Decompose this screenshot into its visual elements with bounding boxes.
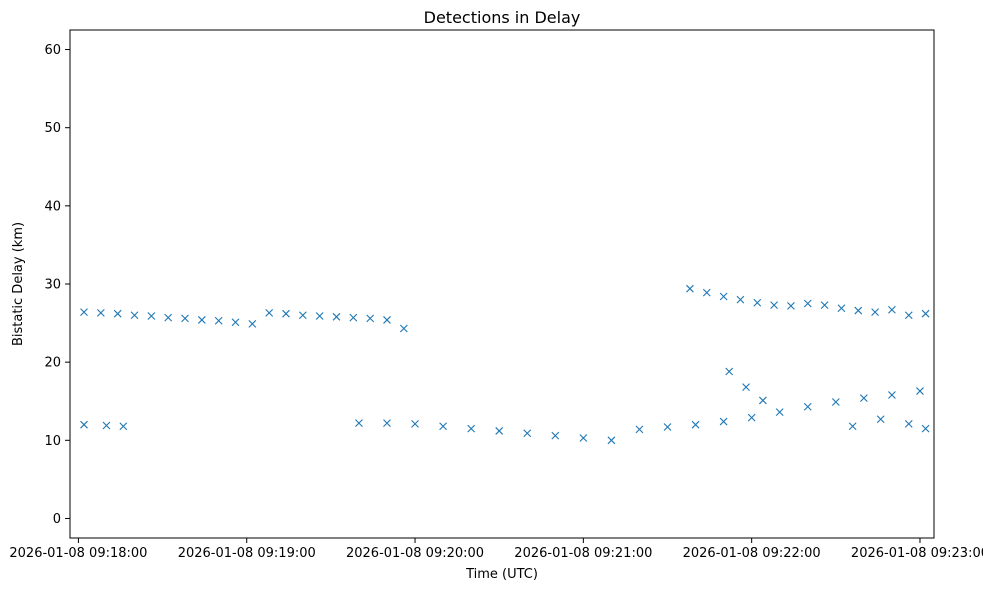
y-tick-label: 0 xyxy=(53,512,61,527)
data-point xyxy=(758,396,767,405)
data-point xyxy=(916,387,924,395)
data-point xyxy=(467,424,476,433)
data-point xyxy=(282,309,290,318)
x-tick-label: 2026-01-08 09:20:00 xyxy=(346,546,484,561)
data-point xyxy=(803,402,812,411)
y-axis-label: Bistatic Delay (km) xyxy=(11,222,26,346)
data-point xyxy=(736,295,745,304)
data-point xyxy=(579,434,588,442)
data-markers xyxy=(80,284,930,445)
data-point xyxy=(702,288,711,297)
data-point xyxy=(383,316,391,324)
data-point xyxy=(119,422,128,431)
data-point xyxy=(298,311,307,320)
data-point xyxy=(164,313,173,322)
plot-frame xyxy=(69,29,935,539)
data-point xyxy=(770,301,778,309)
data-point xyxy=(787,301,795,310)
data-point xyxy=(753,298,762,307)
x-axis-label: Time (UTC) xyxy=(465,567,538,582)
data-point xyxy=(355,419,363,428)
data-point xyxy=(523,429,532,438)
data-point xyxy=(831,398,840,406)
x-tick-label: 2026-01-08 09:18:00 xyxy=(9,546,147,561)
y-tick-label: 40 xyxy=(44,199,61,214)
data-point xyxy=(383,419,391,428)
x-axis: 2026-01-08 09:18:00 2026-01-08 09:19:00 20… xyxy=(9,538,983,561)
data-point xyxy=(725,367,734,376)
data-point xyxy=(366,314,375,323)
data-point xyxy=(130,311,139,320)
y-tick-label: 60 xyxy=(44,43,61,58)
data-point xyxy=(921,424,930,433)
data-point xyxy=(231,318,240,327)
data-point xyxy=(888,391,896,399)
data-point xyxy=(102,421,111,430)
data-point xyxy=(837,304,846,313)
data-point xyxy=(820,301,829,309)
y-tick-label: 20 xyxy=(44,356,61,371)
data-point xyxy=(332,312,341,321)
data-point xyxy=(315,312,324,320)
data-point xyxy=(214,316,223,325)
data-point xyxy=(147,312,156,320)
data-point xyxy=(265,309,274,317)
x-tick-label: 2026-01-08 09:19:00 xyxy=(178,546,316,561)
data-point xyxy=(686,284,694,293)
chart-title: Detections in Delay xyxy=(424,8,581,27)
data-point xyxy=(854,306,863,315)
data-point xyxy=(719,417,728,426)
data-point xyxy=(248,319,257,328)
data-point xyxy=(742,383,750,392)
data-point xyxy=(80,420,88,429)
y-tick-label: 30 xyxy=(44,278,61,293)
data-point xyxy=(411,420,419,428)
data-point xyxy=(719,292,728,301)
data-point xyxy=(439,422,447,431)
x-tick-label: 2026-01-08 09:23:00 xyxy=(851,546,983,561)
x-tick-label: 2026-01-08 09:22:00 xyxy=(683,546,821,561)
data-point xyxy=(607,436,616,445)
data-point xyxy=(80,308,88,317)
y-axis: 0 10 20 30 40 50 60 xyxy=(44,43,70,527)
data-point xyxy=(921,309,930,318)
data-point xyxy=(495,427,504,435)
data-point xyxy=(635,425,644,434)
data-point xyxy=(96,309,105,317)
x-tick-label: 2026-01-08 09:21:00 xyxy=(514,546,652,561)
data-point xyxy=(888,305,896,314)
data-point xyxy=(747,413,756,422)
data-point xyxy=(399,324,408,333)
data-point xyxy=(181,314,189,323)
data-point xyxy=(859,394,868,402)
data-point xyxy=(775,408,784,417)
data-point xyxy=(904,420,913,428)
data-point xyxy=(848,422,857,431)
data-point xyxy=(691,420,700,429)
data-point xyxy=(113,309,122,318)
data-point xyxy=(663,423,672,431)
y-tick-label: 50 xyxy=(44,121,61,136)
data-point xyxy=(551,431,560,440)
data-point xyxy=(803,299,812,308)
data-point xyxy=(349,313,358,322)
data-point xyxy=(904,311,913,320)
y-tick-label: 10 xyxy=(44,434,61,449)
data-point xyxy=(871,308,879,317)
data-point xyxy=(876,415,885,424)
data-point xyxy=(197,316,206,324)
